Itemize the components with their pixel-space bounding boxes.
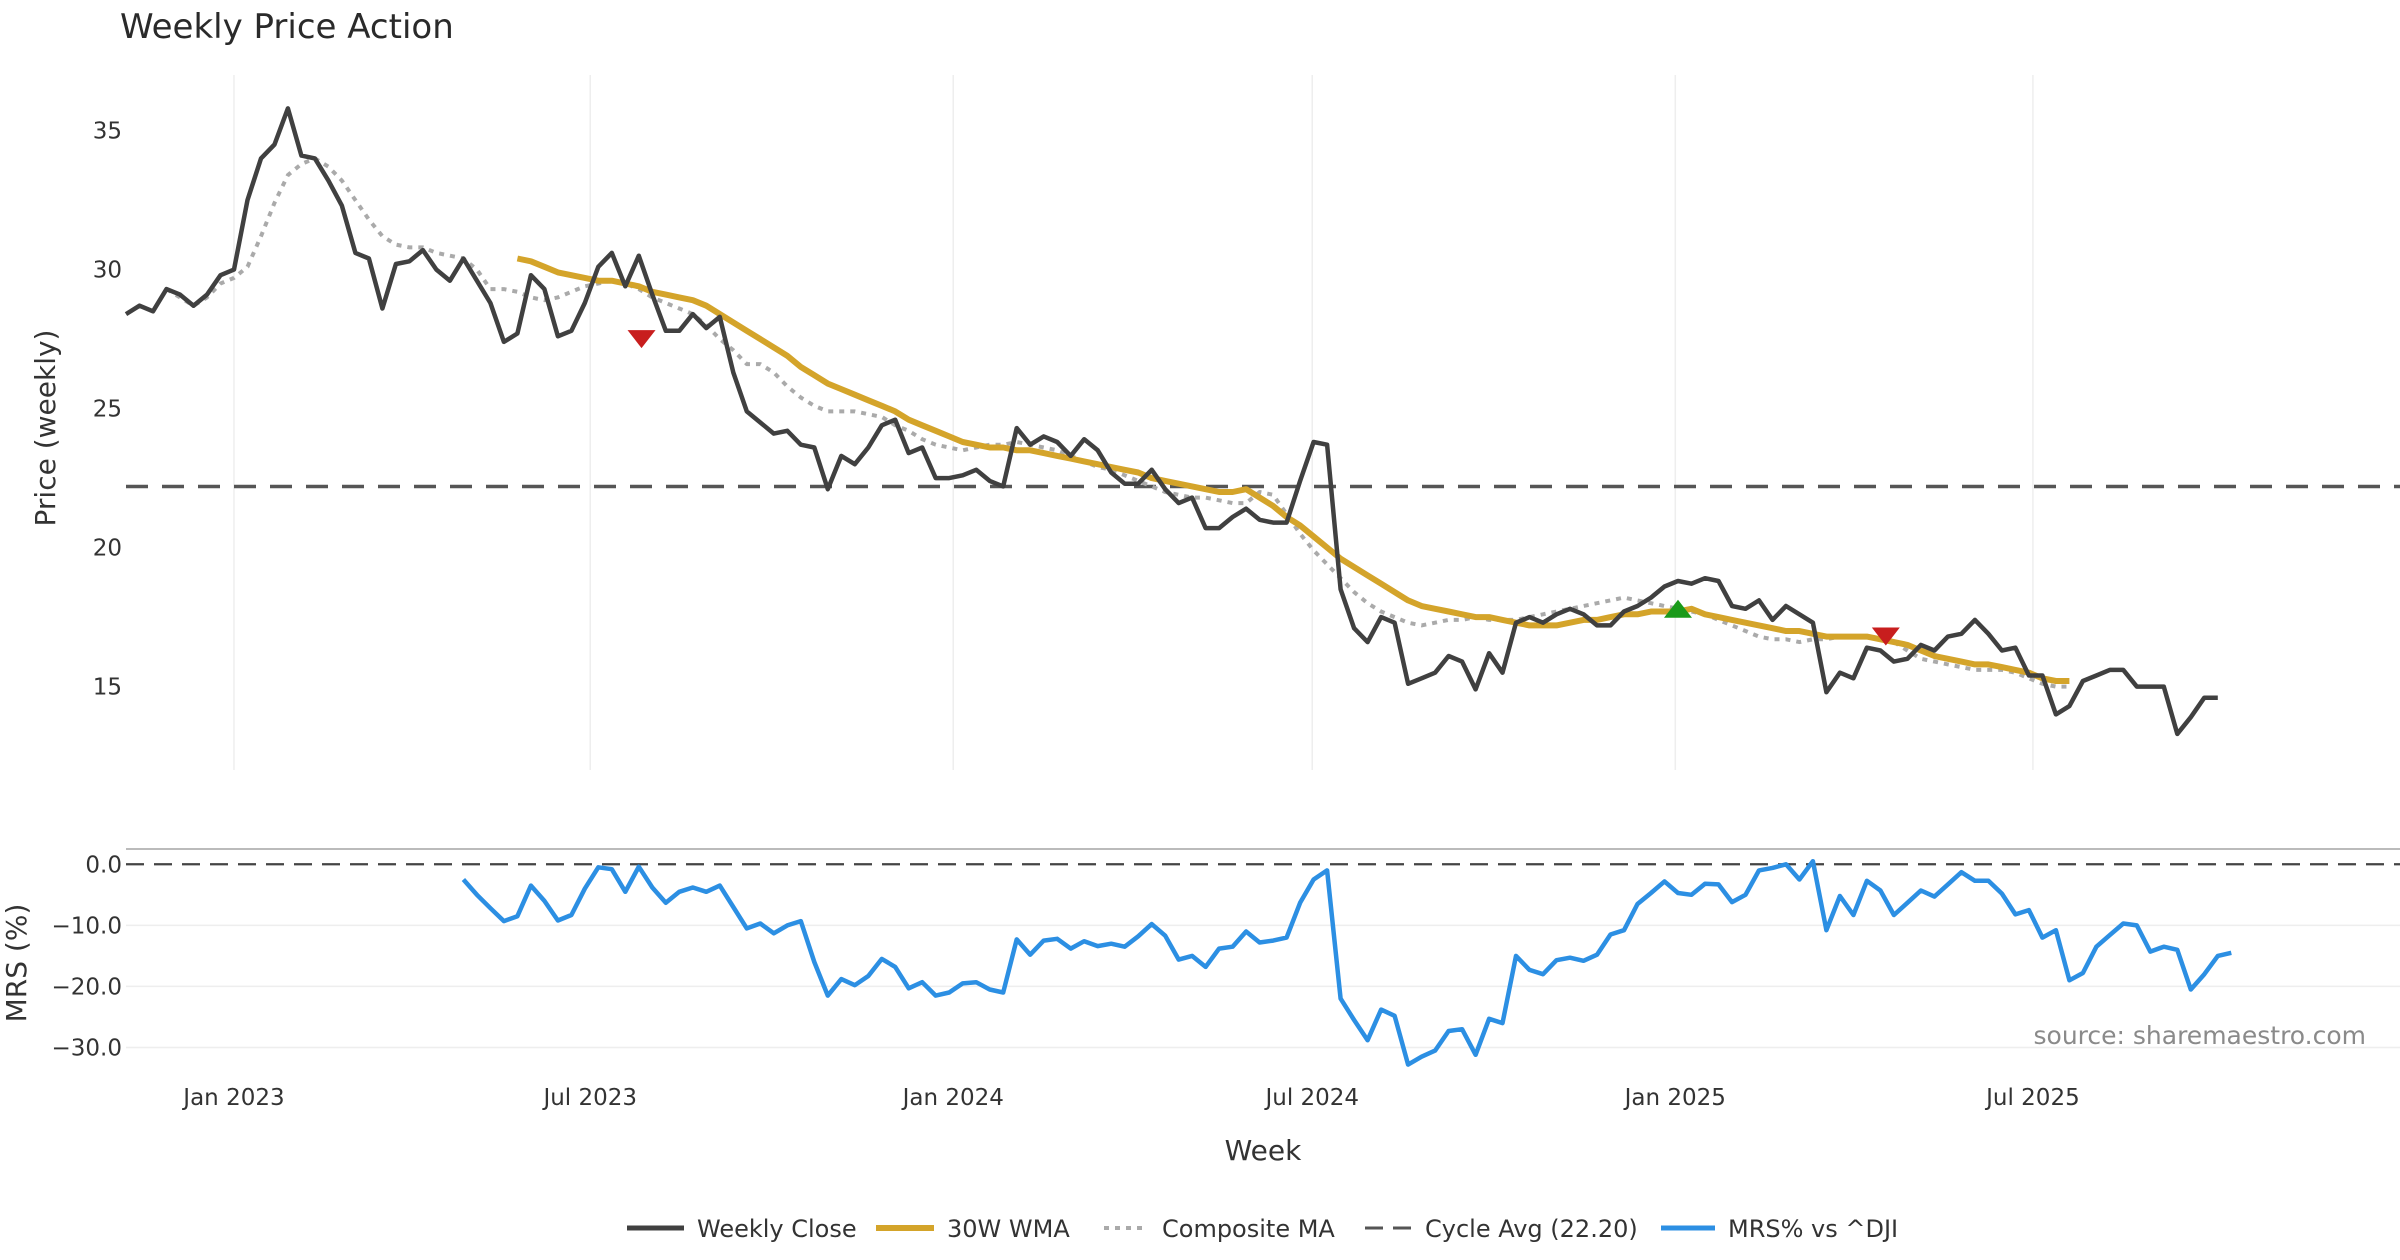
x-tick-label: Jan 2023: [181, 1085, 284, 1111]
legend-item-weekly-close: Weekly Close: [627, 1215, 857, 1243]
price-y-tick-label: 15: [93, 675, 122, 701]
x-tick-label: Jul 2025: [1984, 1085, 2080, 1111]
legend-item-mrs: MRS% vs ^DJI: [1661, 1215, 1898, 1243]
mrs-y-axis-label: MRS (%): [0, 904, 33, 1023]
mrs-y-tick-label: −10.0: [52, 913, 122, 939]
price-y-tick-label: 30: [93, 258, 122, 284]
mrs-y-tick-label: −20.0: [52, 974, 122, 1000]
legend-label-weekly-close: Weekly Close: [697, 1215, 857, 1243]
legend-label-wma: 30W WMA: [947, 1215, 1070, 1243]
legend: Weekly Close 30W WMA Composite MA Cycle …: [627, 1215, 1898, 1243]
price-y-tick-label: 35: [93, 119, 122, 145]
mrs-gridlines: [126, 924, 2400, 1049]
price-y-tick-label: 25: [93, 397, 122, 423]
price-gridlines: [233, 75, 2034, 770]
legend-label-composite: Composite MA: [1162, 1215, 1335, 1243]
source-note: source: sharemaestro.com: [2034, 1021, 2367, 1050]
weekly-close-line: [124, 106, 2218, 737]
signal-markers: [627, 330, 1900, 646]
x-tick-label: Jul 2023: [541, 1085, 637, 1111]
wma-30w-line: [516, 255, 2070, 684]
legend-item-wma: 30W WMA: [876, 1215, 1070, 1243]
mrs-y-ticks: 0.0 −10.0 −20.0 −30.0: [52, 852, 122, 1061]
x-tick-labels: Jan 2023 Jul 2023 Jan 2024 Jul 2024 Jan 2025…: [181, 1085, 2079, 1111]
price-y-ticks: 15 20 25 30 35: [93, 119, 122, 701]
x-tick-label: Jan 2025: [1623, 1085, 1726, 1111]
sell-signal-marker: [627, 330, 656, 349]
mrs-panel: MRS (%) 0.0 −10.0 −20.0 −30.0 source: share…: [0, 848, 2400, 1067]
mrs-line: [461, 858, 2232, 1067]
mrs-y-tick-label: −30.0: [52, 1036, 122, 1062]
legend-item-composite: Composite MA: [1104, 1215, 1335, 1243]
price-y-tick-label: 20: [93, 536, 122, 562]
buy-signal-marker: [1663, 599, 1692, 618]
chart-title: Weekly Price Action: [120, 7, 454, 47]
x-axis-label: Week: [1225, 1134, 1302, 1167]
legend-label-mrs: MRS% vs ^DJI: [1728, 1215, 1898, 1243]
sell-signal-marker: [1871, 627, 1900, 646]
price-panel: Price (weekly) 15 20 25 30 35: [29, 75, 2400, 770]
price-y-axis-label: Price (weekly): [29, 330, 62, 527]
mrs-y-tick-label: 0.0: [85, 852, 122, 878]
legend-item-cycle-avg: Cycle Avg (22.20): [1365, 1215, 1638, 1243]
x-tick-label: Jan 2024: [901, 1085, 1004, 1111]
x-tick-label: Jul 2024: [1263, 1085, 1359, 1111]
legend-label-cycle-avg: Cycle Avg (22.20): [1425, 1215, 1638, 1243]
